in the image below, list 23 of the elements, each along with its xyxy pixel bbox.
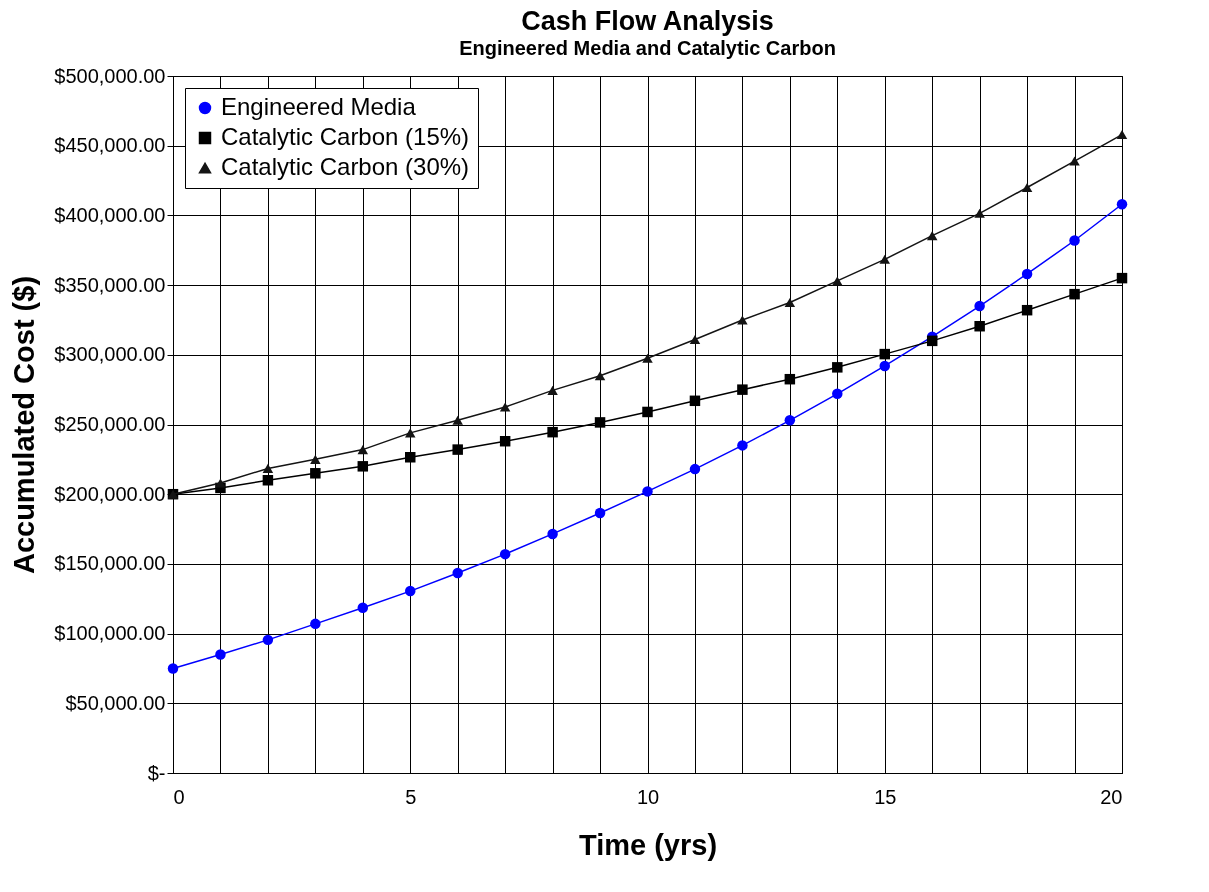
x-tick-label: 0 [173, 785, 185, 808]
chart-subtitle: Engineered Media and Catalytic Carbon [459, 37, 836, 59]
y-tick-label: $100,000.00 [54, 622, 166, 645]
legend-label: Catalytic Carbon (15%) [221, 123, 470, 150]
y-tick-label: $500,000.00 [54, 64, 166, 87]
chart-title: Cash Flow Analysis [521, 6, 774, 36]
y-tick-label: $350,000.00 [54, 273, 166, 296]
y-tick-label: $- [147, 761, 166, 784]
x-tick-label: 20 [1100, 785, 1123, 808]
y-tick-label: $400,000.00 [54, 203, 166, 226]
y-tick-label: $50,000.00 [65, 691, 166, 714]
x-tick-label: 5 [405, 785, 417, 808]
y-tick-label: $300,000.00 [54, 343, 166, 366]
legend-label: Catalytic Carbon (30%) [221, 153, 470, 180]
y-tick-label: $250,000.00 [54, 413, 166, 435]
y-tick-label: $200,000.00 [54, 482, 166, 505]
y-axis-title: Accumulated Cost ($) [8, 275, 41, 575]
x-tick-label: 10 [636, 785, 660, 808]
y-tick-label: $450,000.00 [54, 134, 166, 157]
x-tick-label: 15 [874, 785, 897, 808]
x-axis-title: Time (yrs) [578, 828, 718, 861]
y-tick-label: $150,000.00 [54, 552, 166, 575]
legend-label: Engineered Media [221, 93, 417, 120]
